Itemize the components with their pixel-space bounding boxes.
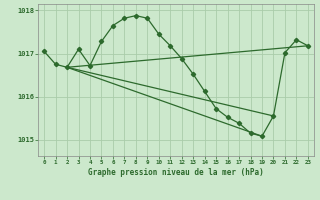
X-axis label: Graphe pression niveau de la mer (hPa): Graphe pression niveau de la mer (hPa) xyxy=(88,168,264,177)
